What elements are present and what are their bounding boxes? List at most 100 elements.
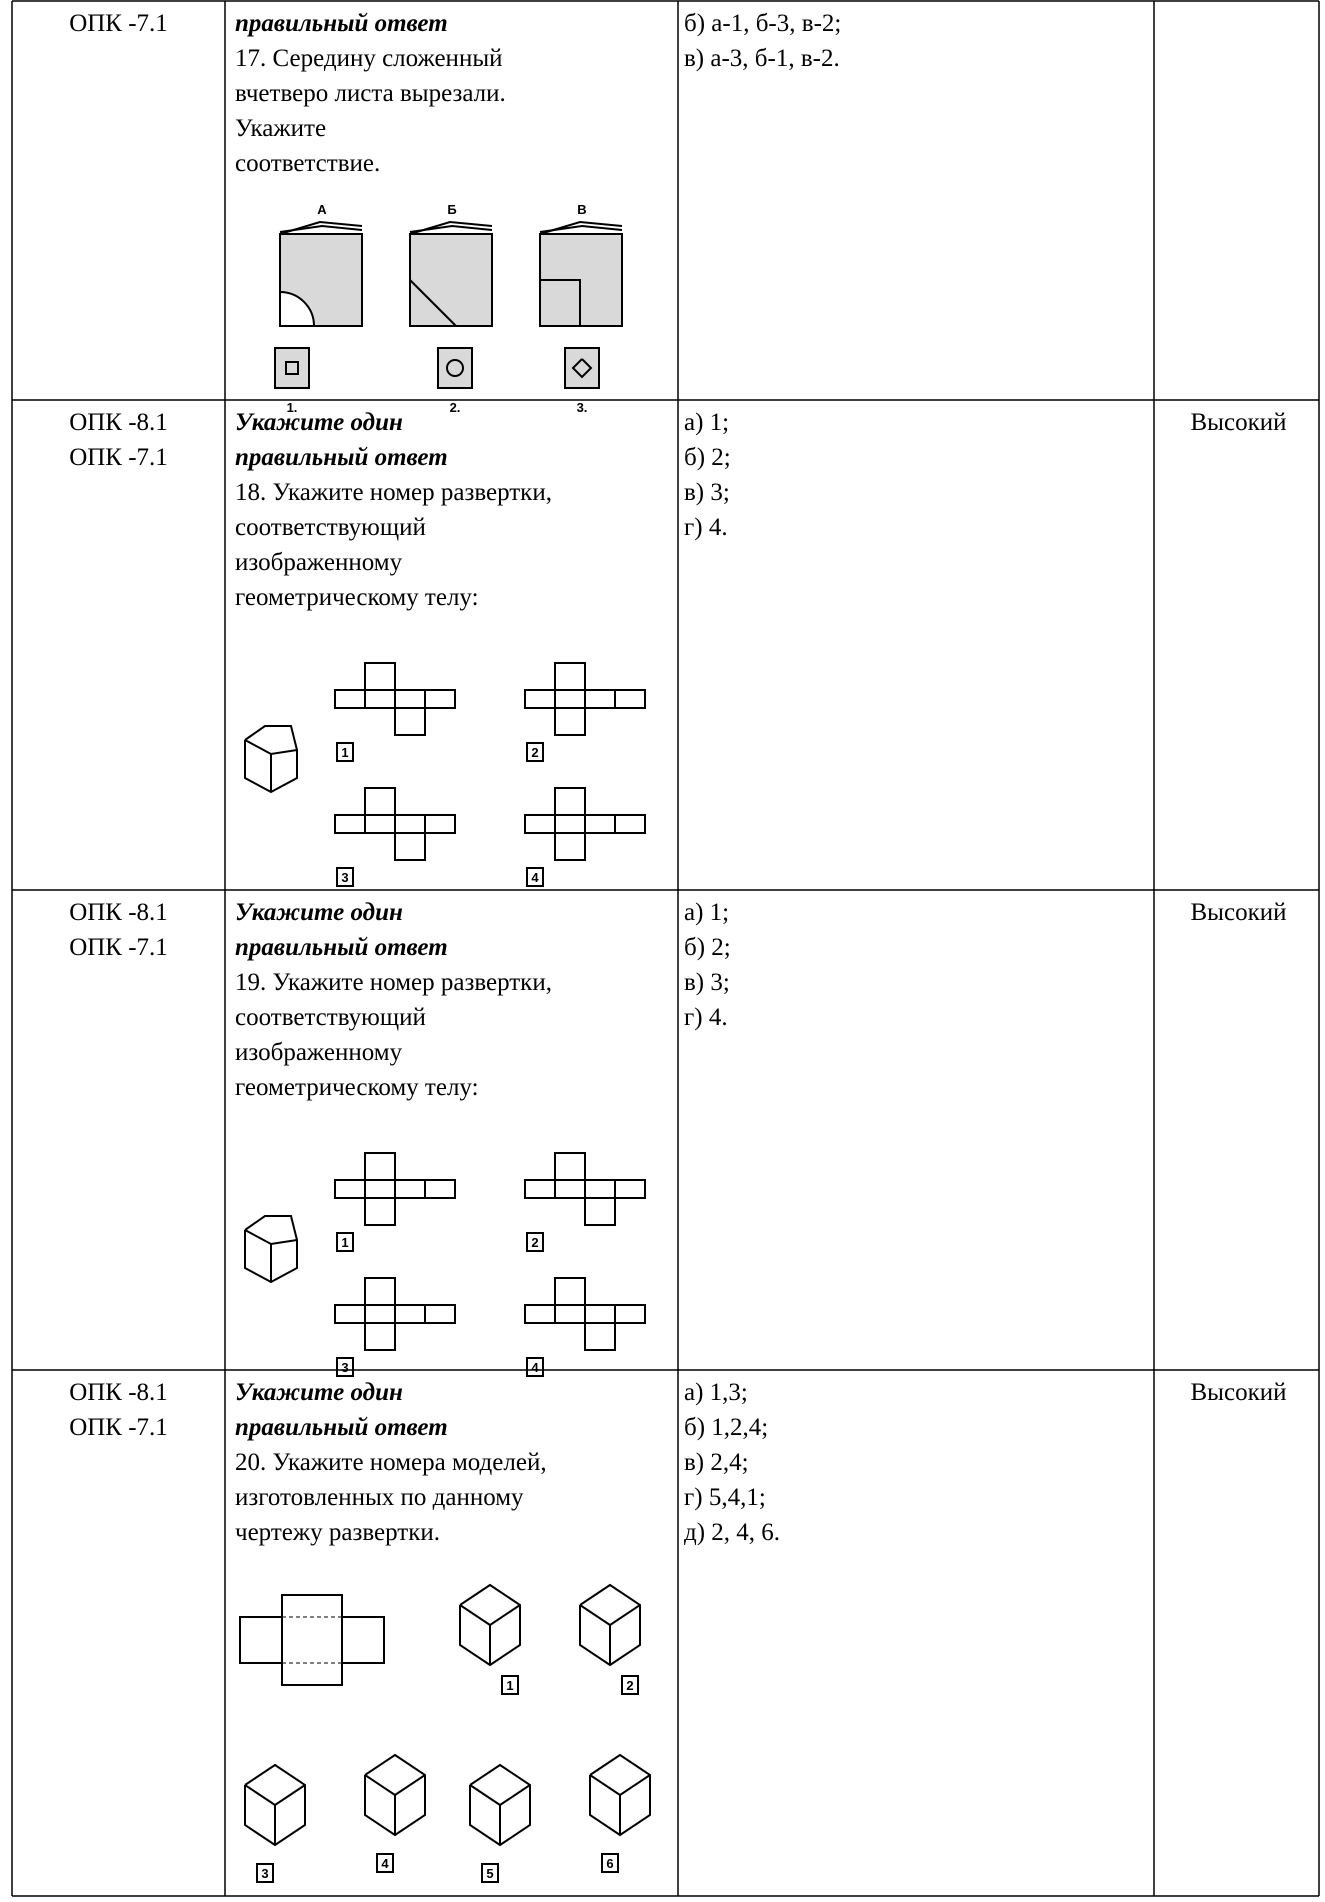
figure-line (394, 708, 426, 736)
question-instruction: правильный ответ (235, 1414, 448, 1441)
question-text: 17. Середину сложенный (235, 45, 503, 72)
figure-label: 1 (341, 745, 348, 760)
cut-shape (279, 290, 316, 327)
figure-rect (424, 689, 456, 709)
figure-rect (614, 814, 646, 834)
answer-option: в) 3; (684, 969, 730, 996)
answer-option: г) 4. (684, 1004, 728, 1031)
figure-rect (554, 689, 586, 709)
figure-line (409, 224, 493, 233)
competency: ОПК -8.1 (69, 1379, 168, 1406)
figure-line (364, 1152, 396, 1180)
figure-rect (274, 347, 310, 389)
figure-rect (336, 1232, 354, 1252)
figure-line (459, 1583, 521, 1667)
figure-label: 2 (531, 1235, 538, 1250)
figure-label: 3 (341, 870, 348, 885)
figure-rect (394, 689, 426, 709)
question-text: чертежу развертки. (235, 1519, 440, 1546)
figure-label: 2 (626, 1678, 633, 1693)
figure-rect (584, 689, 616, 709)
figure-rect (334, 1304, 366, 1324)
figure-rect (239, 1616, 283, 1664)
figure-rect (336, 1357, 354, 1377)
figure-line (589, 1774, 651, 1797)
question-text: Укажите (235, 115, 326, 142)
question-text: 18. Укажите номер развертки, (235, 479, 552, 506)
question-instruction: правильный ответ (235, 934, 448, 961)
figure-rect (334, 689, 366, 709)
competency: ОПК -7.1 (69, 10, 168, 37)
figure-label: В (577, 202, 586, 217)
figure-line (364, 662, 396, 690)
question-text: 20. Укажите номера моделей, (235, 1449, 547, 1476)
question-text: изготовленных по данному (235, 1484, 524, 1511)
figure-rect (524, 814, 556, 834)
figure-line (364, 1774, 426, 1797)
competency: ОПК -7.1 (69, 444, 168, 471)
figure-rect (334, 1179, 366, 1199)
cut-shape (446, 359, 464, 377)
figure-developments: 1 2 3 4 (244, 662, 646, 887)
question-text: изображенному (235, 1039, 403, 1066)
figure-line (364, 1198, 396, 1226)
figure-rect (554, 1304, 586, 1324)
figure-label: 1 (506, 1678, 513, 1693)
question-instruction: правильный ответ (235, 444, 448, 471)
answer-option: б) а-1, б-3, в-2; (684, 10, 841, 37)
question-text: изображенному (235, 549, 403, 576)
figure-line (409, 279, 457, 327)
answer-option: б) 1,2,4; (684, 1414, 768, 1441)
figure-line (579, 1604, 641, 1627)
figure-rect (341, 1616, 385, 1664)
figure-line (244, 1229, 298, 1246)
question-instruction: Укажите один (235, 899, 403, 926)
figure-line (554, 662, 586, 690)
figure-rect (584, 1304, 616, 1324)
figure-line (364, 1323, 396, 1351)
figure-line (469, 1784, 531, 1807)
answer-option: д) 2, 4, 6. (684, 1519, 780, 1546)
figure-rect (564, 347, 600, 389)
figure-rect (601, 1853, 619, 1873)
figure-label: 5 (486, 1866, 493, 1881)
figure-rect (364, 814, 396, 834)
figure-rect (364, 1304, 396, 1324)
figure-line (554, 1152, 586, 1180)
figure-line (554, 787, 586, 815)
figure-label: А (317, 202, 327, 217)
question-text: вчетверо листа вырезали. (235, 80, 506, 107)
question-instruction: правильный ответ (235, 10, 448, 37)
figure-rect (424, 1304, 456, 1324)
figure-label: 2. (450, 400, 461, 415)
figure-rect (394, 814, 426, 834)
question-text: соответствующий (235, 1004, 426, 1031)
figure-rect (554, 1179, 586, 1199)
answer-option: б) 2; (684, 934, 731, 961)
figure-line (244, 739, 298, 756)
figure-rect (584, 1179, 616, 1199)
figure-line (364, 787, 396, 815)
figure-rect (584, 814, 616, 834)
answer-option: г) 4. (684, 514, 728, 541)
answer-option: в) а-3, б-1, в-2. (684, 45, 840, 72)
figure-rect (614, 1304, 646, 1324)
figure-rect (524, 1304, 556, 1324)
figure-line (364, 1277, 396, 1305)
figure-rect (336, 742, 354, 762)
figure-rect (394, 1304, 426, 1324)
figure-rect (526, 742, 544, 762)
figure-models: 1 2 3 4 5 6 (239, 1583, 651, 1883)
figure-label: 1. (287, 400, 298, 415)
difficulty-level: Высокий (1191, 409, 1287, 436)
figure-rect (524, 1179, 556, 1199)
answer-option: а) 1,3; (684, 1379, 748, 1406)
figure-rect (554, 814, 586, 834)
competency: ОПК -8.1 (69, 899, 168, 926)
question-instruction: Укажите один (235, 1379, 403, 1406)
figure-line (554, 708, 586, 736)
figure-line (244, 1215, 298, 1284)
figure-rect (409, 233, 493, 327)
figure-rect (614, 1179, 646, 1199)
